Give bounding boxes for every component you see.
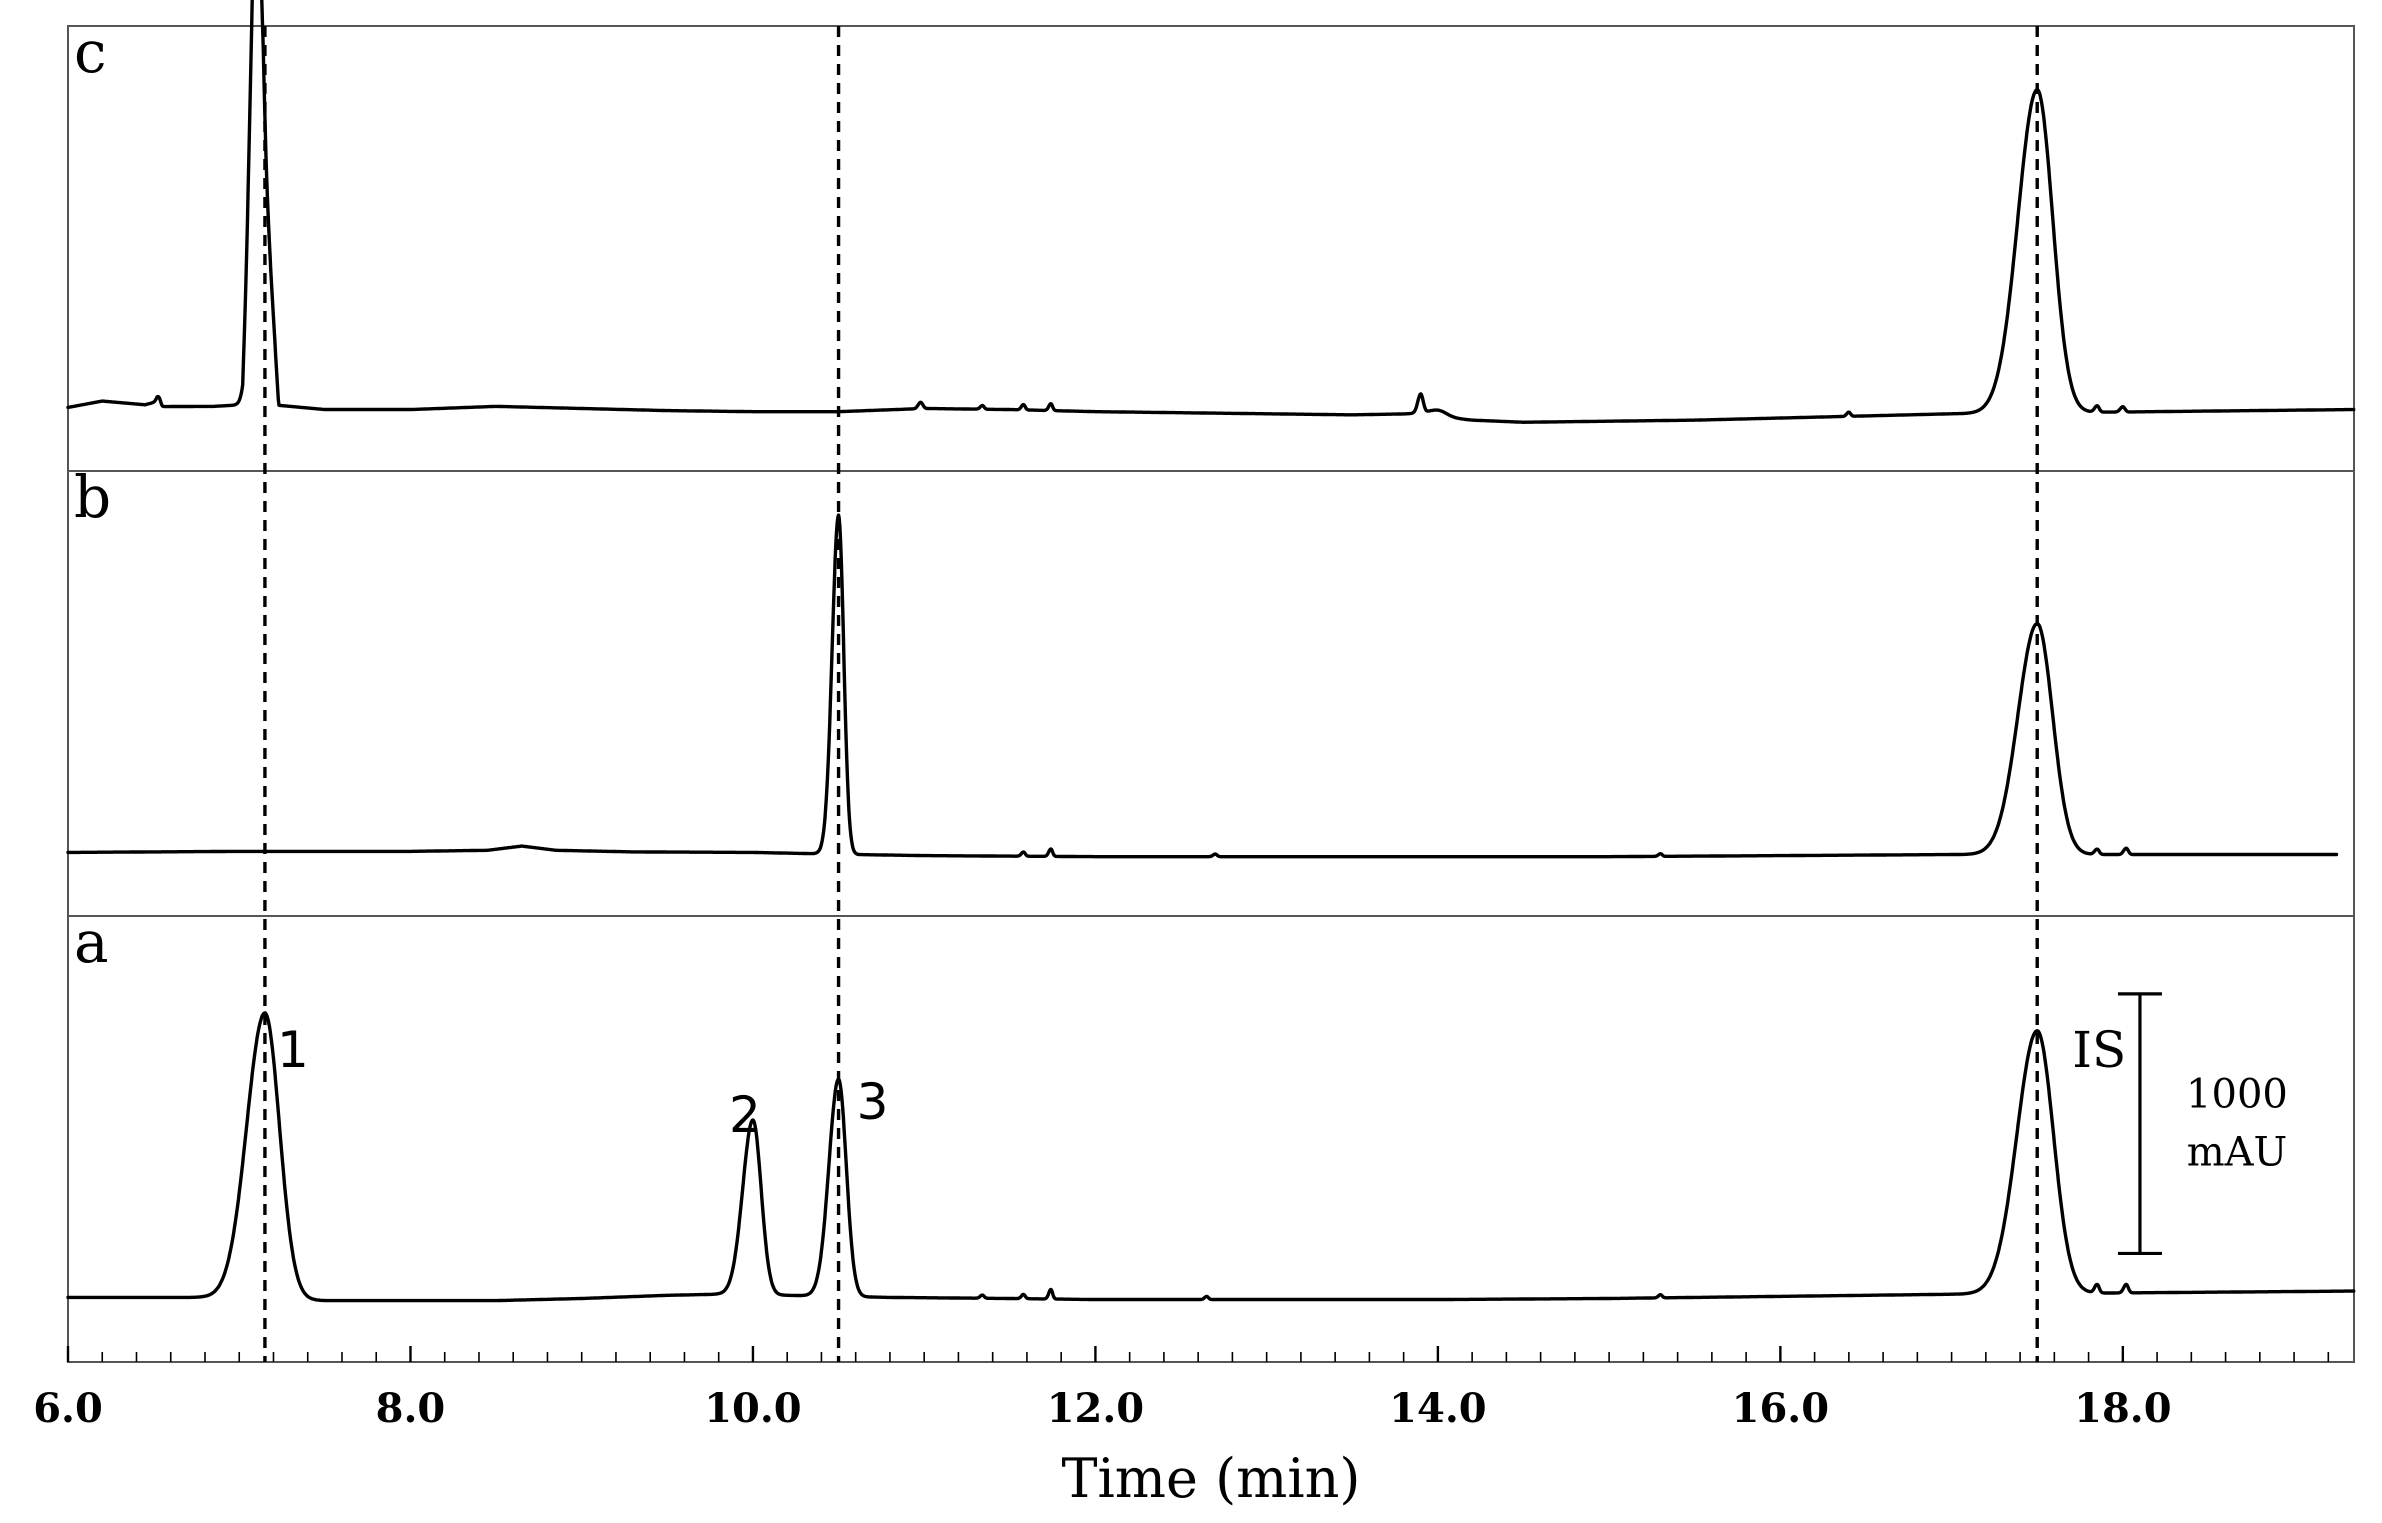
x-axis-title: Time (min)	[1061, 1447, 1360, 1510]
x-axis-tick-labels: 6.0 8.0 10.0 12.0 14.0 16.0 18.0	[33, 1385, 2171, 1432]
trace-panel-a	[66, 1011, 2356, 1303]
x-axis-ticks	[66, 1346, 2330, 1362]
panel-label-b: b	[74, 463, 111, 531]
peak-label-is: IS	[2072, 1021, 2126, 1079]
x-tick-label: 10.0	[704, 1385, 801, 1432]
peak-label-2: 2	[729, 1086, 761, 1144]
peak-label-3: 3	[857, 1073, 889, 1131]
scale-bar-unit: mAU	[2187, 1130, 2288, 1176]
trace-panel-b	[66, 513, 2339, 859]
x-tick-label: 18.0	[2074, 1385, 2171, 1432]
x-tick-label: 8.0	[376, 1385, 446, 1432]
x-tick-label: 12.0	[1047, 1385, 1144, 1432]
traces: c b a	[66, 0, 2356, 1303]
panel-label-c: c	[74, 18, 106, 86]
trace-panel-c	[66, 0, 2356, 424]
scale-bar-value: 1000	[2186, 1072, 2288, 1118]
plot-frame	[67, 25, 2355, 1363]
x-tick-label: 6.0	[33, 1385, 103, 1432]
peak-annotations: 1 2 3 IS	[277, 1021, 2126, 1144]
x-tick-label: 16.0	[1732, 1385, 1829, 1432]
x-tick-label: 14.0	[1389, 1385, 1486, 1432]
peak-label-1: 1	[277, 1021, 309, 1079]
scale-bar: 1000 mAU	[2117, 992, 2288, 1256]
reference-lines	[263, 26, 2039, 1362]
panel-label-a: a	[74, 908, 109, 976]
